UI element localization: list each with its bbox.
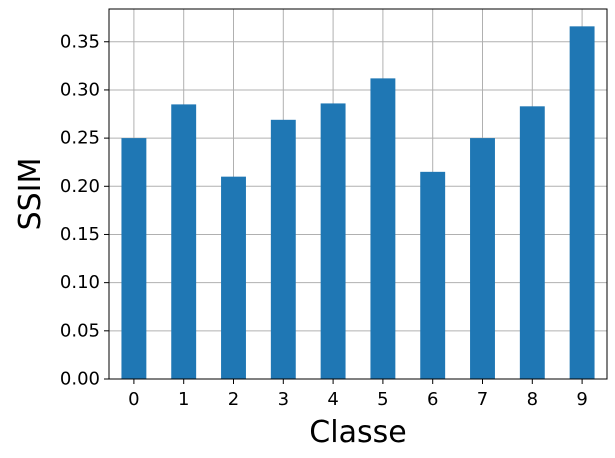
bar-class-9 — [569, 26, 595, 379]
y-tick-label: 0.30 — [60, 79, 100, 100]
bar-class-7 — [470, 138, 495, 379]
bar-class-6 — [420, 171, 446, 379]
y-tick-label: 0.10 — [60, 272, 100, 293]
y-axis-title: SSIM — [13, 158, 48, 231]
plot-frame — [108, 8, 608, 380]
x-tick-label: 1 — [178, 389, 189, 410]
x-tick-label: 8 — [527, 389, 538, 410]
bar-class-1 — [171, 104, 197, 379]
ticks: 0.00 0.05 0.10 0.15 0.20 0.25 0.30 0.35 0 1 2 3 4 5 6 7… — [60, 31, 588, 410]
x-tick-label: 3 — [278, 389, 289, 410]
y-tick-label: 0.35 — [60, 31, 100, 52]
y-tick-label: 0.20 — [60, 176, 100, 197]
x-tick-label: 0 — [128, 389, 139, 410]
y-tick-label: 0.05 — [60, 320, 100, 341]
x-axis-title: Classe — [309, 415, 406, 450]
bar-class-3 — [270, 119, 296, 380]
bar-class-5 — [370, 78, 396, 379]
bar-class-2 — [221, 176, 246, 379]
x-tick-label: 5 — [377, 389, 388, 410]
x-tick-label: 9 — [576, 389, 587, 410]
y-tick-label: 0.25 — [60, 128, 100, 149]
bars — [121, 26, 595, 380]
x-tick-label: 2 — [228, 389, 239, 410]
x-tick-label: 4 — [327, 389, 338, 410]
y-tick-label: 0.00 — [60, 369, 100, 390]
bar-class-4 — [320, 103, 346, 379]
x-tick-label: 6 — [427, 389, 438, 410]
y-tick-label: 0.15 — [60, 224, 100, 245]
x-tick-label: 7 — [477, 389, 488, 410]
bar-class-0 — [121, 138, 147, 379]
bar-class-8 — [519, 106, 545, 379]
